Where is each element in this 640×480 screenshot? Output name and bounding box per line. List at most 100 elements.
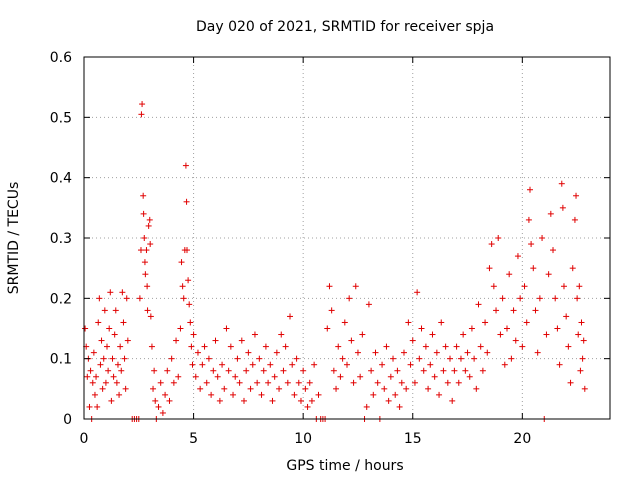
data-point bbox=[556, 361, 563, 368]
data-point bbox=[86, 403, 93, 410]
data-point bbox=[330, 367, 337, 374]
data-point bbox=[136, 295, 143, 302]
data-point bbox=[238, 337, 245, 344]
chart-title: Day 020 of 2021, SRMTID for receiver spj… bbox=[196, 19, 494, 35]
data-point bbox=[271, 373, 278, 380]
data-point bbox=[495, 235, 502, 241]
data-point bbox=[398, 379, 405, 386]
data-point bbox=[574, 295, 581, 302]
data-point bbox=[146, 216, 153, 223]
data-point bbox=[525, 216, 532, 223]
data-point bbox=[451, 367, 458, 374]
data-point bbox=[287, 313, 294, 320]
data-point bbox=[482, 319, 489, 326]
data-point bbox=[581, 385, 588, 392]
data-point bbox=[141, 259, 148, 266]
data-point bbox=[251, 331, 258, 338]
data-point bbox=[141, 235, 148, 241]
data-point bbox=[381, 385, 388, 392]
data-point bbox=[147, 241, 154, 248]
data-point bbox=[436, 391, 443, 398]
data-point bbox=[425, 385, 432, 392]
data-point bbox=[379, 361, 386, 368]
y-axis-label: SRMTID / TECUs bbox=[6, 182, 22, 295]
data-point bbox=[276, 385, 283, 392]
data-point bbox=[370, 391, 377, 398]
data-point bbox=[177, 325, 184, 332]
data-point bbox=[175, 373, 182, 380]
data-point bbox=[547, 210, 554, 217]
data-point bbox=[282, 343, 289, 350]
data-point bbox=[514, 253, 521, 260]
data-point bbox=[403, 385, 410, 392]
data-point bbox=[205, 355, 212, 362]
data-point bbox=[186, 301, 193, 308]
data-point bbox=[471, 355, 478, 362]
data-point bbox=[117, 343, 124, 350]
data-point bbox=[543, 331, 550, 338]
data-point bbox=[385, 397, 392, 404]
data-point bbox=[162, 391, 169, 398]
data-point bbox=[420, 367, 427, 374]
data-point bbox=[105, 367, 112, 374]
data-point bbox=[563, 313, 570, 320]
data-point bbox=[346, 295, 353, 302]
data-point bbox=[536, 295, 543, 302]
data-point bbox=[102, 379, 109, 386]
data-point bbox=[304, 403, 311, 410]
data-point bbox=[477, 343, 484, 350]
data-point bbox=[260, 367, 267, 374]
data-point bbox=[98, 337, 105, 344]
data-point bbox=[416, 355, 423, 362]
data-point bbox=[466, 373, 473, 380]
data-point bbox=[138, 111, 145, 118]
data-point bbox=[359, 331, 366, 338]
data-point bbox=[93, 373, 100, 380]
data-point bbox=[116, 391, 123, 398]
data-point bbox=[433, 349, 440, 356]
data-point bbox=[173, 337, 180, 344]
data-point bbox=[112, 307, 119, 314]
data-point bbox=[118, 367, 125, 374]
data-point bbox=[267, 361, 274, 368]
data-point bbox=[539, 235, 546, 241]
data-point bbox=[383, 343, 390, 350]
data-point bbox=[499, 295, 506, 302]
data-point bbox=[501, 361, 508, 368]
data-point bbox=[368, 367, 375, 374]
data-point bbox=[183, 198, 190, 205]
data-point bbox=[341, 319, 348, 326]
data-point bbox=[510, 307, 517, 314]
data-point bbox=[243, 367, 250, 374]
data-point bbox=[99, 385, 106, 392]
data-point bbox=[124, 337, 131, 344]
data-point bbox=[365, 301, 372, 308]
data-point bbox=[245, 349, 252, 356]
data-point bbox=[453, 343, 460, 350]
data-point bbox=[462, 367, 469, 374]
data-point bbox=[528, 241, 535, 248]
data-point bbox=[100, 355, 107, 362]
y-tick-label: 0.3 bbox=[50, 231, 72, 247]
data-point bbox=[552, 295, 559, 302]
data-point bbox=[427, 361, 434, 368]
data-point bbox=[234, 355, 241, 362]
y-tick-label: 0.1 bbox=[50, 352, 72, 368]
data-point bbox=[519, 343, 526, 350]
data-point bbox=[447, 355, 454, 362]
data-point bbox=[363, 403, 370, 410]
data-point bbox=[339, 355, 346, 362]
data-point bbox=[152, 397, 159, 404]
data-point bbox=[297, 397, 304, 404]
data-point bbox=[438, 319, 445, 326]
data-point bbox=[179, 283, 186, 290]
data-point bbox=[576, 283, 583, 290]
data-point bbox=[293, 355, 300, 362]
data-point bbox=[493, 307, 500, 314]
data-point bbox=[155, 403, 162, 410]
data-point bbox=[82, 325, 89, 332]
data-point bbox=[84, 373, 91, 380]
data-point bbox=[269, 397, 276, 404]
data-point bbox=[460, 331, 467, 338]
